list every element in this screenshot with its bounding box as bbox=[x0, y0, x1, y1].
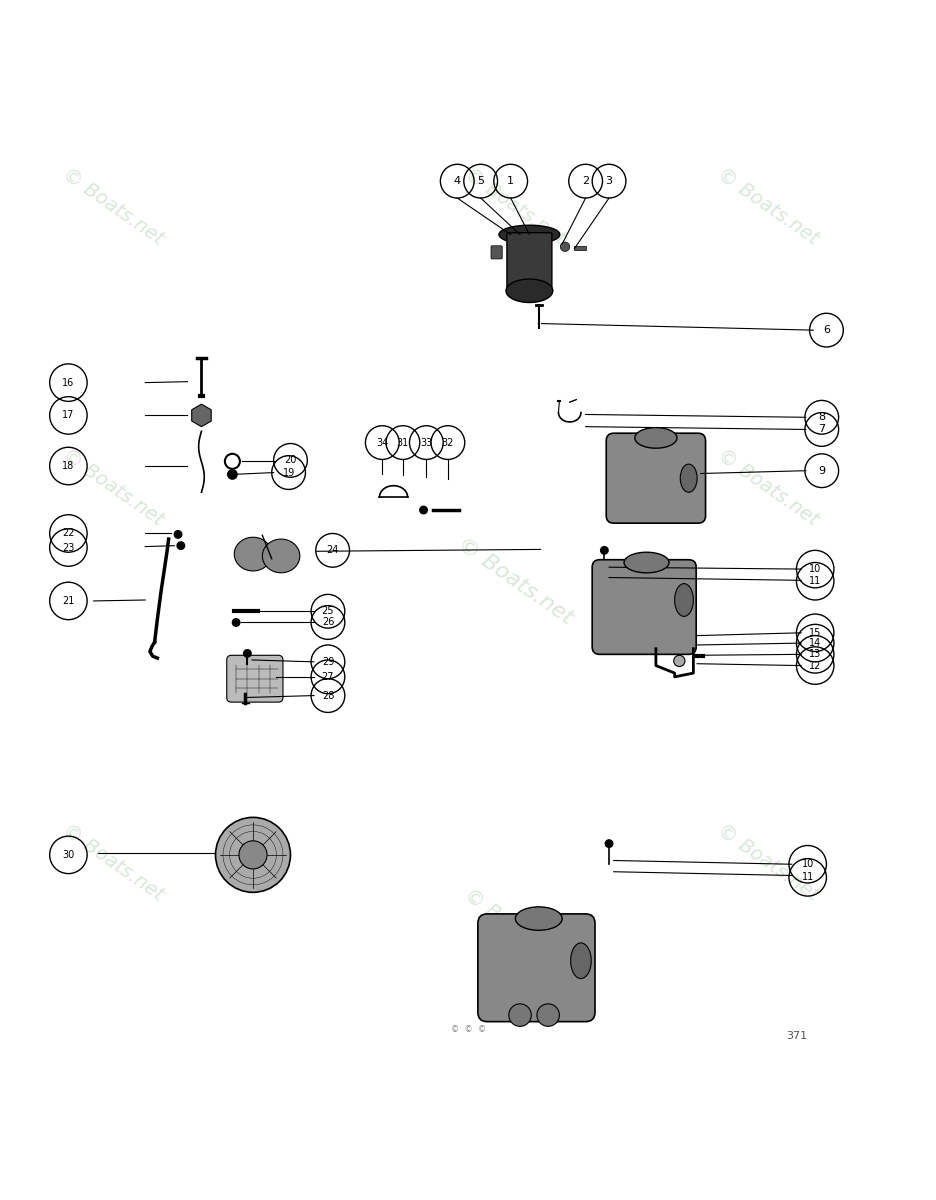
Text: 23: 23 bbox=[62, 542, 75, 552]
Polygon shape bbox=[234, 538, 271, 571]
Text: 16: 16 bbox=[62, 378, 75, 388]
Text: 27: 27 bbox=[321, 672, 334, 682]
Ellipse shape bbox=[498, 226, 559, 244]
FancyBboxPatch shape bbox=[477, 914, 594, 1021]
Ellipse shape bbox=[623, 552, 668, 572]
Circle shape bbox=[508, 1004, 531, 1026]
Text: © Boats.net: © Boats.net bbox=[58, 445, 167, 529]
Text: 9: 9 bbox=[817, 466, 825, 475]
Circle shape bbox=[174, 530, 182, 538]
Circle shape bbox=[215, 817, 290, 893]
Text: 22: 22 bbox=[62, 528, 75, 539]
Circle shape bbox=[243, 649, 251, 658]
Text: 28: 28 bbox=[321, 690, 334, 701]
Text: 20: 20 bbox=[284, 455, 297, 466]
Circle shape bbox=[536, 1004, 559, 1026]
Circle shape bbox=[605, 840, 612, 847]
Circle shape bbox=[600, 546, 607, 554]
Text: © Boats.net: © Boats.net bbox=[461, 164, 569, 248]
Text: 10: 10 bbox=[808, 564, 821, 574]
Text: 5: 5 bbox=[476, 176, 484, 186]
Text: 32: 32 bbox=[441, 438, 454, 448]
Circle shape bbox=[177, 542, 184, 550]
Text: 19: 19 bbox=[282, 468, 295, 478]
Circle shape bbox=[227, 469, 237, 479]
Text: 26: 26 bbox=[321, 618, 334, 628]
Text: © Boats.net: © Boats.net bbox=[453, 534, 577, 629]
Text: 1: 1 bbox=[506, 176, 514, 186]
Text: 371: 371 bbox=[785, 1031, 806, 1040]
Text: 21: 21 bbox=[62, 596, 75, 606]
Text: 13: 13 bbox=[808, 649, 821, 659]
Text: © Boats.net: © Boats.net bbox=[58, 164, 167, 248]
Text: 12: 12 bbox=[808, 660, 821, 671]
Circle shape bbox=[560, 242, 569, 252]
Text: 11: 11 bbox=[808, 576, 821, 587]
Text: ©  ©  ©: © © © bbox=[450, 1025, 486, 1033]
Ellipse shape bbox=[515, 907, 562, 930]
Text: 6: 6 bbox=[822, 325, 829, 335]
Text: © Boats.net: © Boats.net bbox=[58, 821, 167, 905]
Text: 8: 8 bbox=[817, 413, 825, 422]
Circle shape bbox=[239, 841, 267, 869]
Ellipse shape bbox=[674, 583, 693, 617]
Text: © Boats.net: © Boats.net bbox=[713, 164, 822, 248]
FancyBboxPatch shape bbox=[592, 559, 695, 654]
FancyBboxPatch shape bbox=[506, 233, 551, 293]
Text: 31: 31 bbox=[396, 438, 409, 448]
Ellipse shape bbox=[680, 464, 696, 492]
Circle shape bbox=[673, 655, 684, 666]
Text: 11: 11 bbox=[800, 872, 813, 882]
Text: 18: 18 bbox=[62, 461, 75, 472]
Text: 2: 2 bbox=[581, 176, 589, 186]
Text: 14: 14 bbox=[808, 638, 821, 648]
Text: 30: 30 bbox=[62, 850, 75, 860]
Bar bbox=[574, 246, 585, 251]
Text: 10: 10 bbox=[800, 859, 813, 869]
Text: 24: 24 bbox=[326, 545, 339, 556]
Ellipse shape bbox=[634, 427, 676, 449]
Text: 3: 3 bbox=[605, 176, 612, 186]
FancyBboxPatch shape bbox=[606, 433, 705, 523]
Text: 7: 7 bbox=[817, 425, 825, 434]
Text: © Boats.net: © Boats.net bbox=[713, 821, 822, 905]
Text: 33: 33 bbox=[419, 438, 432, 448]
Text: 29: 29 bbox=[321, 656, 334, 667]
Text: 25: 25 bbox=[321, 606, 334, 617]
Circle shape bbox=[419, 506, 427, 514]
Ellipse shape bbox=[570, 943, 591, 978]
FancyBboxPatch shape bbox=[490, 246, 502, 259]
Ellipse shape bbox=[505, 280, 552, 302]
Text: 34: 34 bbox=[375, 438, 388, 448]
Text: © Boats.net: © Boats.net bbox=[461, 886, 569, 970]
Text: 17: 17 bbox=[62, 410, 75, 420]
Polygon shape bbox=[262, 539, 300, 572]
Text: 15: 15 bbox=[808, 628, 821, 637]
FancyBboxPatch shape bbox=[227, 655, 283, 702]
Circle shape bbox=[232, 619, 240, 626]
Text: 4: 4 bbox=[453, 176, 461, 186]
Text: © Boats.net: © Boats.net bbox=[713, 445, 822, 529]
